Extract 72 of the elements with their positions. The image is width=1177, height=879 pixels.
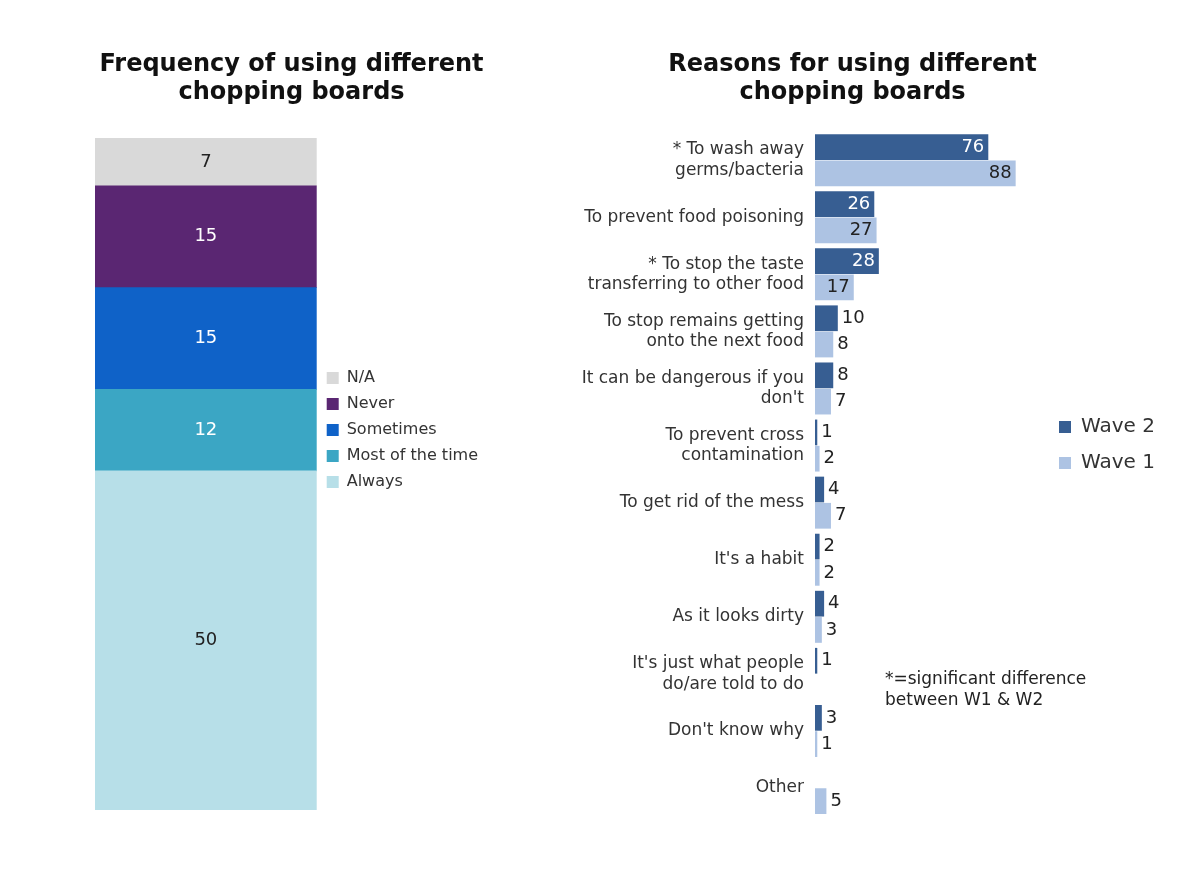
data-label: 7 [200,149,212,171]
data-label: 15 [194,326,218,348]
data-label: 27 [849,218,873,240]
bar [815,134,989,160]
data-label: 10 [841,305,865,327]
data-label: 8 [837,363,849,385]
y-tick-label: * To stop the taste transferring to other food [587,252,804,293]
annotation: *=significant difference between W1 & W2 [885,668,1088,711]
bar [815,217,877,244]
bar [95,389,317,472]
y-tick-label: To get rid of the mess [618,491,805,512]
bar [815,476,825,503]
bar [815,160,1016,187]
bar [95,470,317,810]
bar [815,388,831,415]
data-label: 15 [194,224,218,246]
bar [815,191,875,217]
data-label: 76 [961,134,985,156]
y-tick-label: It can be dangerous if you don't [581,366,805,408]
data-label: 7 [834,503,847,525]
bar [95,138,317,187]
data-label: 12 [194,417,218,439]
y-tick-label: As it looks dirty [672,605,804,626]
bar [815,617,822,643]
y-tick-label: To prevent cross contamination [664,423,805,465]
data-label: 3 [825,617,838,639]
data-label: 1 [821,420,833,442]
data-label: 5 [830,788,842,810]
bar [815,559,820,586]
data-label: 4 [828,591,840,613]
y-tick-label: It's a habit [714,548,805,569]
data-label: 1 [821,731,833,753]
data-label: 26 [847,191,871,213]
bar [815,590,825,617]
chart-title: Frequency of using different chopping boards [99,48,484,106]
data-label: 28 [851,248,875,270]
data-label: 1 [821,648,833,670]
data-label: 88 [988,160,1012,182]
data-label: 4 [828,477,840,499]
y-tick-label: Other [755,776,804,797]
bar [815,248,879,275]
bar [815,533,820,560]
data-label: 2 [823,534,836,556]
y-tick-label: It's just what people do/are told to do [632,652,804,693]
bar [95,185,317,288]
legend-label: Never [346,393,395,413]
legend-label: Wave 2 [1081,413,1156,438]
bar [815,362,834,389]
legend-label: Most of the time [346,445,479,465]
legend-label: N/A [346,367,376,387]
y-tick-label: To stop remains getting onto the next food [602,309,804,351]
chart-title: Reasons for using different chopping boards [668,48,1037,106]
bar [815,331,834,358]
y-tick-label: To prevent food poisoning [583,205,804,226]
bar [815,502,831,529]
data-label: 2 [823,446,836,468]
data-label: 17 [826,275,850,297]
data-label: 50 [194,628,218,650]
data-label: 8 [837,332,849,354]
bar [815,704,822,731]
data-label: 3 [825,705,838,727]
data-label: 7 [834,389,847,411]
legend-label: Wave 1 [1081,449,1156,474]
y-tick-label: * To wash away germs/bacteria [672,138,804,179]
bar [815,305,838,332]
bar [815,445,820,472]
legend-label: Sometimes [346,419,437,439]
legend-label: Always [346,471,403,491]
bar [95,287,317,390]
bar [815,788,827,815]
y-tick-label: Don't know why [667,719,804,740]
data-label: 2 [823,560,836,582]
